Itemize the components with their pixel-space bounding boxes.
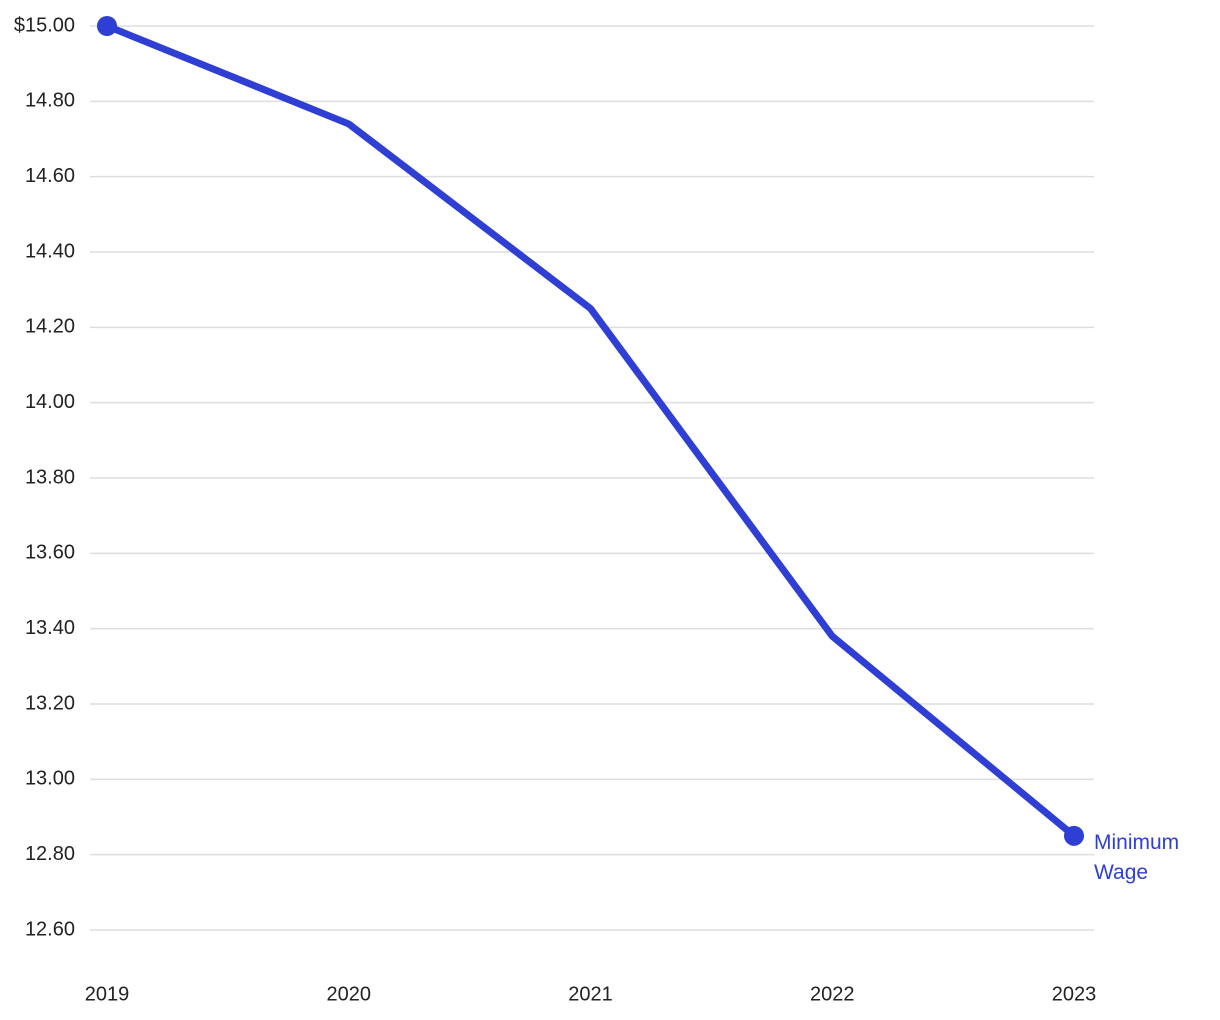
end-marker (1064, 825, 1084, 846)
y-tick-label: 14.20 (25, 316, 75, 338)
y-tick-label: 12.60 (25, 918, 75, 940)
end-marker (97, 16, 117, 36)
series-label: Minimum Wage (1094, 830, 1180, 884)
y-tick-label: 13.20 (25, 692, 75, 714)
y-tick-label: 14.80 (25, 90, 75, 112)
y-tick-label: 13.40 (25, 617, 75, 639)
y-tick-label: $15.00 (14, 14, 75, 36)
y-tick-label: 14.40 (25, 240, 75, 262)
x-tick-label: 2023 (1052, 983, 1097, 1005)
y-tick-label: 13.80 (25, 466, 75, 488)
x-tick-label: 2020 (327, 983, 372, 1005)
y-tick-label: 13.00 (25, 768, 75, 790)
x-tick-label: 2021 (568, 983, 613, 1005)
y-tick-label: 13.60 (25, 542, 75, 564)
y-tick-label: 12.80 (25, 843, 75, 865)
line (105, 22, 1077, 839)
y-tick-label: 14.60 (25, 165, 75, 187)
x-tick-label: 2022 (810, 983, 855, 1005)
x-tick-label: 2019 (85, 983, 130, 1005)
y-tick-label: 14.00 (25, 391, 75, 413)
